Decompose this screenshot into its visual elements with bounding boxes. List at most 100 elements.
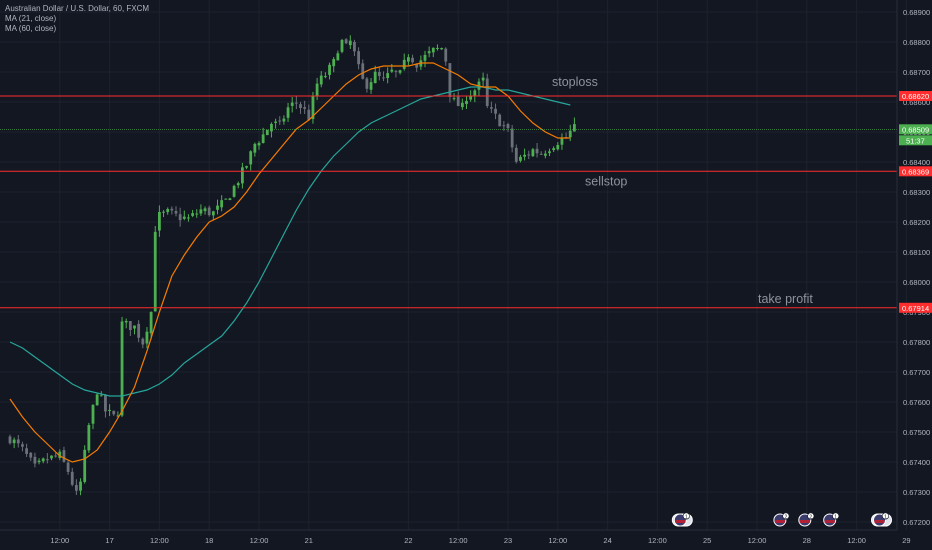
event-marker[interactable]: 2 <box>773 512 790 527</box>
candle-body <box>361 63 365 79</box>
candle-body <box>394 70 398 72</box>
candle <box>328 62 331 80</box>
candle <box>21 441 24 452</box>
candle-body <box>265 129 269 136</box>
candle <box>556 142 560 151</box>
candle-body <box>108 409 111 411</box>
price-tick-label: 0.68900 <box>903 8 930 17</box>
candle-body <box>431 47 435 53</box>
candle-body <box>377 72 381 76</box>
candle <box>87 422 91 454</box>
candle <box>423 50 427 68</box>
flag-stripe <box>824 520 835 523</box>
event-marker[interactable]: 1 <box>823 512 840 527</box>
candle <box>427 46 431 58</box>
time-tick-label: 12:00 <box>50 536 69 545</box>
candle <box>29 452 33 461</box>
candle-body <box>133 325 136 329</box>
candle <box>91 404 95 430</box>
candle-body <box>386 73 390 79</box>
event-marker[interactable]: 1 <box>871 512 892 527</box>
candle-body <box>514 147 518 162</box>
event-count-badge <box>832 512 840 520</box>
price-tick-label: 0.67400 <box>903 458 930 467</box>
candle <box>299 101 302 114</box>
candle-body <box>174 211 178 214</box>
candle <box>25 443 28 458</box>
time-tick-label: 12:00 <box>449 536 468 545</box>
candle-body <box>357 51 360 65</box>
candle-body <box>402 59 406 69</box>
candle-body <box>573 124 576 132</box>
candle <box>116 411 120 418</box>
candle-body <box>436 47 439 49</box>
candle-body <box>548 151 551 154</box>
candle <box>187 214 190 222</box>
event-marker[interactable]: 1 <box>671 512 693 527</box>
candle-body <box>465 100 468 104</box>
candle-body <box>66 462 70 472</box>
price-tick-label: 0.67200 <box>903 518 930 527</box>
candle <box>340 38 344 54</box>
candle-body <box>423 54 427 61</box>
take-profit-badge-label: 0.67914 <box>902 304 929 313</box>
candle <box>83 445 87 484</box>
candle-body <box>519 156 522 161</box>
candle-body <box>307 109 311 121</box>
candle <box>211 210 215 221</box>
candle <box>519 154 522 163</box>
ma60-legend: MA (60, close) <box>5 24 57 33</box>
candle <box>162 210 165 218</box>
price-tick-label: 0.67600 <box>903 398 930 407</box>
candle <box>382 71 385 82</box>
candle <box>548 148 551 157</box>
candle <box>527 150 531 160</box>
sellstop-badge-label: 0.68369 <box>902 167 929 176</box>
candle <box>104 394 107 418</box>
candle <box>141 337 145 349</box>
candle <box>506 122 510 132</box>
candle <box>195 209 199 218</box>
candle <box>232 184 236 198</box>
candle <box>33 452 37 468</box>
candle-body <box>191 213 194 216</box>
candle-body <box>286 107 290 118</box>
candle <box>398 69 402 75</box>
candle <box>502 121 506 131</box>
candle-body <box>54 455 58 457</box>
candle <box>411 54 414 64</box>
candle <box>124 318 128 329</box>
candle <box>261 127 265 144</box>
candle-body <box>332 59 336 67</box>
candle-body <box>270 123 273 132</box>
candle-body <box>257 142 261 146</box>
candle <box>377 66 381 81</box>
candle <box>8 434 12 445</box>
candle <box>170 206 174 215</box>
candle-body <box>469 95 473 100</box>
candle-body <box>294 102 298 104</box>
candle-body <box>203 208 207 212</box>
candle-body <box>278 120 282 122</box>
candle <box>62 446 66 463</box>
candle-body <box>70 471 74 485</box>
candle <box>108 404 111 417</box>
candle-body <box>8 436 12 444</box>
candle-body <box>245 166 248 168</box>
candle <box>203 206 207 215</box>
candle <box>236 181 240 189</box>
candle-body <box>382 77 385 79</box>
candle <box>311 91 315 124</box>
candle-body <box>290 102 294 106</box>
candle-body <box>145 331 149 344</box>
candle-body <box>485 78 489 106</box>
event-marker[interactable]: 2 <box>798 512 815 527</box>
candle <box>66 460 70 475</box>
candle-body <box>261 134 265 144</box>
candle <box>95 393 99 406</box>
candle-body <box>228 198 232 201</box>
candle-body <box>62 450 66 462</box>
candle <box>158 205 161 237</box>
candle <box>498 113 502 127</box>
